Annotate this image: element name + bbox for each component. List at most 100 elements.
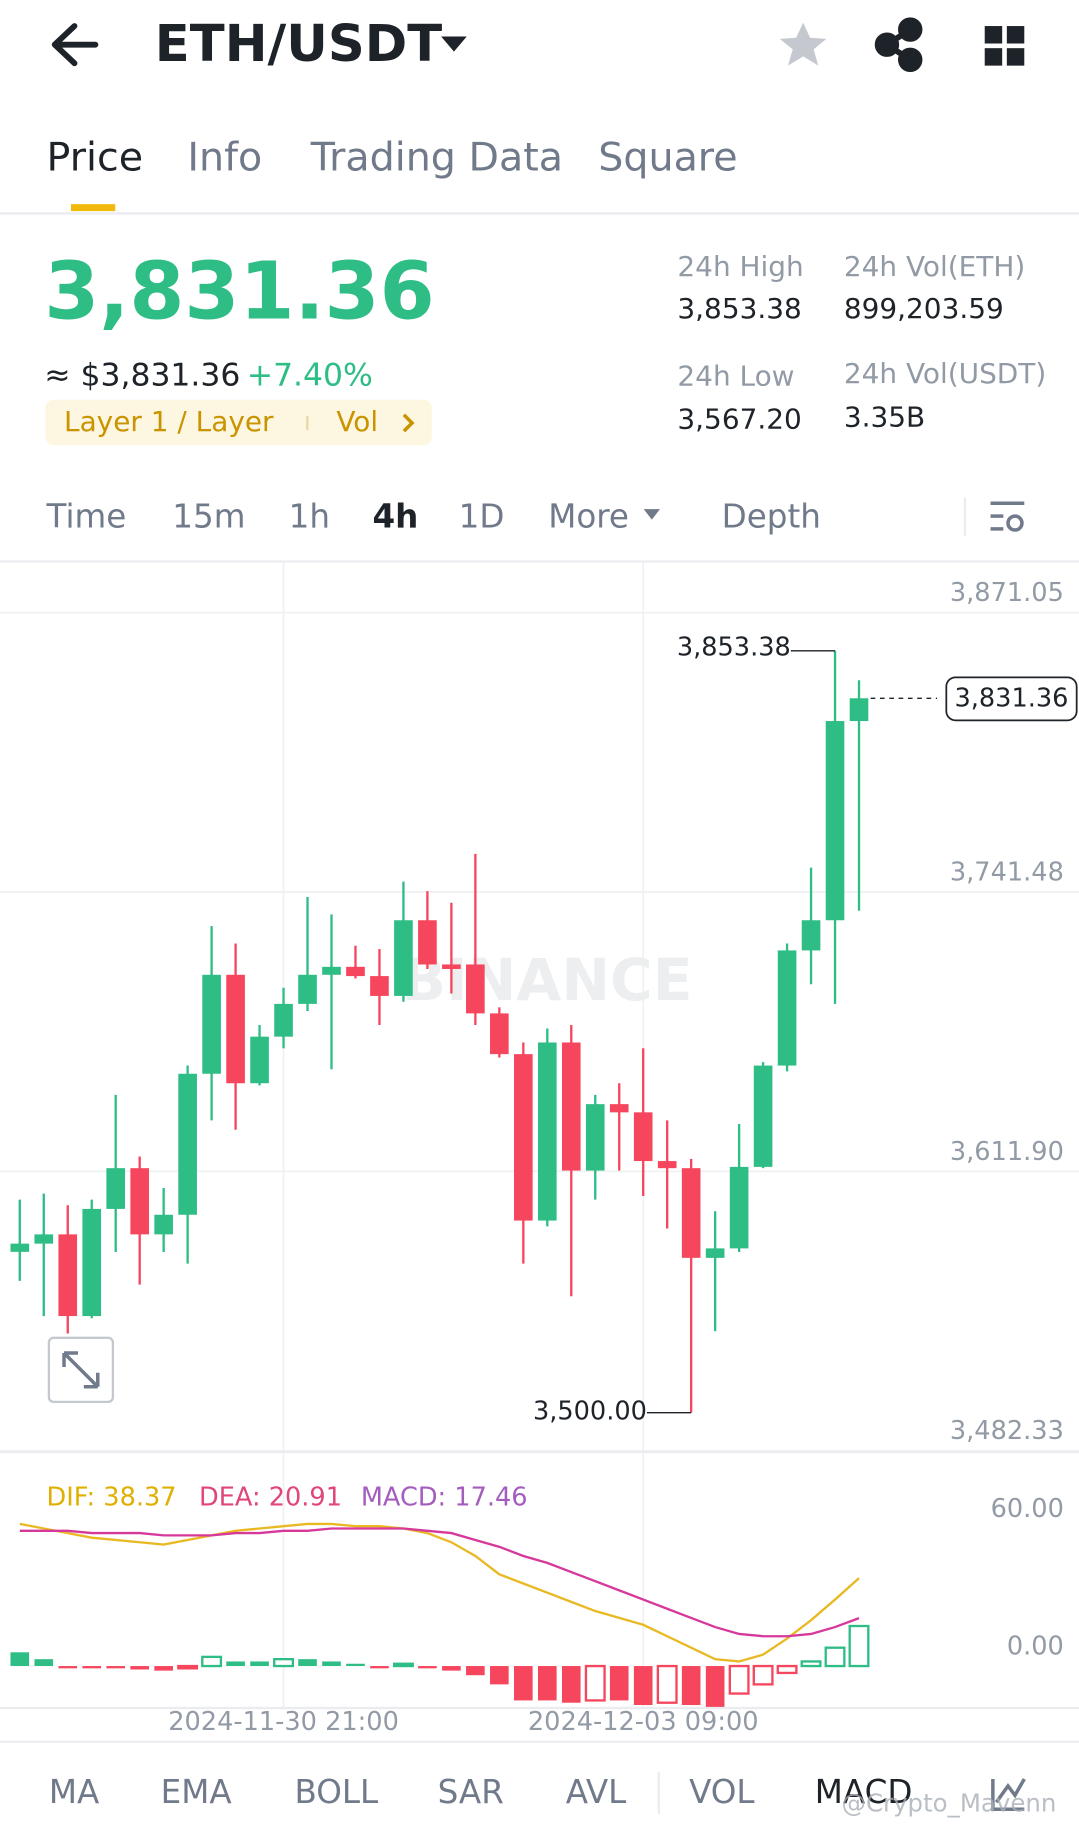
last-price-box	[945, 676, 1078, 722]
candle-body	[753, 1065, 773, 1167]
candle-body	[777, 950, 797, 1066]
macd-bar	[514, 1666, 533, 1701]
high-label: 3,853.38	[677, 632, 791, 662]
expand-icon	[62, 1351, 100, 1389]
more-caret	[643, 509, 660, 520]
last-price-label: 3,831.36	[954, 683, 1068, 713]
macd-bar	[800, 1660, 822, 1668]
legend-entry: MACD: 17.46	[361, 1482, 528, 1512]
interval[interactable]: Depth	[722, 497, 821, 535]
candle-body	[729, 1166, 749, 1249]
low-label: 3,500.00	[533, 1397, 647, 1427]
macd-bar	[58, 1666, 78, 1669]
interval[interactable]: 15m	[172, 497, 245, 535]
stat-label: 24h High	[677, 250, 803, 283]
candle-body	[130, 1168, 149, 1235]
interval-active[interactable]: 4h	[372, 497, 418, 535]
back-button[interactable]	[51, 23, 99, 67]
x-tick-label: 2024-11-30 21:00	[168, 1707, 399, 1737]
indicator-active[interactable]: MACD	[815, 1773, 913, 1811]
macd-bar	[824, 1646, 846, 1668]
tag[interactable]: Vol	[336, 405, 378, 438]
macd-bar	[728, 1664, 750, 1695]
tab[interactable]: Info	[187, 134, 262, 180]
chart-settings[interactable]	[990, 501, 1025, 532]
candle-body	[370, 976, 389, 996]
interval[interactable]: 1h	[289, 497, 330, 535]
candle-body	[10, 1243, 30, 1252]
interval[interactable]: 1D	[459, 497, 505, 535]
candle-body	[561, 1042, 581, 1171]
macd-bar	[848, 1624, 870, 1668]
indicator[interactable]: AVL	[566, 1773, 627, 1811]
y-tick-label: 0.00	[1007, 1631, 1064, 1661]
candle-body	[154, 1214, 173, 1235]
macd-bar	[273, 1658, 295, 1668]
macd-bar	[370, 1666, 389, 1669]
macd-bar	[442, 1666, 461, 1671]
macd-bar	[466, 1666, 485, 1676]
macd-bar	[490, 1666, 509, 1685]
tab-active[interactable]: Price	[47, 134, 144, 180]
tag-bar	[45, 399, 432, 446]
indicator[interactable]: MA	[49, 1773, 100, 1811]
tag[interactable]: Layer 1 / Layer	[64, 405, 274, 438]
stat-label: 24h Low	[677, 360, 794, 393]
candle-body	[274, 1003, 293, 1037]
chart-area: 3,871.05 3,741.48 3,611.90 3,482.33 BINANCE 3…	[0, 562, 1079, 1737]
legend-entry: DIF: 38.37	[47, 1482, 177, 1512]
indicator[interactable]: VOL	[689, 1773, 755, 1811]
candle-body	[106, 1168, 126, 1209]
stat-value: 3,853.38	[677, 292, 801, 325]
macd-bar	[10, 1652, 30, 1667]
tab[interactable]: Trading Data	[310, 134, 563, 180]
macd-bar	[130, 1666, 149, 1670]
interval[interactable]: More	[548, 497, 629, 535]
macd-bar	[226, 1661, 245, 1667]
pair-dropdown[interactable]	[441, 36, 467, 52]
macd-bar	[250, 1661, 269, 1667]
macd-bar	[34, 1659, 54, 1667]
macd-bar	[346, 1663, 365, 1667]
candle-body	[226, 974, 245, 1084]
macd-bar	[392, 1662, 414, 1668]
indicator[interactable]: EMA	[161, 1773, 233, 1811]
macd-bar	[106, 1666, 126, 1669]
tag-chevron	[402, 413, 415, 433]
macd-bar	[322, 1661, 341, 1667]
candle-body	[466, 964, 485, 1014]
favorite-star[interactable]	[779, 22, 827, 66]
candle-body	[849, 698, 869, 722]
stat-label: 24h Vol(ETH)	[844, 250, 1025, 283]
macd-bar	[537, 1666, 557, 1701]
pair-title[interactable]: ETH/USDT	[155, 14, 442, 74]
candle-body	[58, 1234, 78, 1317]
indicator-settings[interactable]	[991, 1778, 1026, 1812]
candle-body	[298, 974, 317, 1004]
candle-body	[657, 1161, 677, 1169]
candle-body	[490, 1013, 509, 1055]
macd-bar	[82, 1666, 102, 1669]
share-button[interactable]	[874, 17, 923, 73]
stat-value: 3,567.20	[677, 403, 801, 436]
last-price: 3,831.36	[44, 246, 434, 338]
candle-body	[178, 1073, 197, 1215]
candle-body	[202, 974, 221, 1074]
tab-indicator	[71, 204, 116, 212]
macd-bar	[705, 1666, 725, 1708]
y-tick-label: 3,871.05	[950, 578, 1064, 608]
y-tick-label: 3,611.90	[950, 1137, 1064, 1167]
candle-body	[394, 920, 413, 996]
macd-line	[19, 1522, 860, 1663]
macd-bar	[609, 1666, 629, 1701]
grid-menu[interactable]	[984, 26, 1025, 66]
candle-body	[537, 1042, 557, 1221]
candle-body	[34, 1234, 54, 1244]
indicator[interactable]: BOLL	[294, 1773, 378, 1811]
interval[interactable]: Time	[46, 497, 127, 535]
candle-body	[82, 1208, 102, 1317]
tab[interactable]: Square	[598, 134, 737, 180]
indicator[interactable]: SAR	[438, 1773, 504, 1811]
macd-bar	[633, 1666, 653, 1706]
